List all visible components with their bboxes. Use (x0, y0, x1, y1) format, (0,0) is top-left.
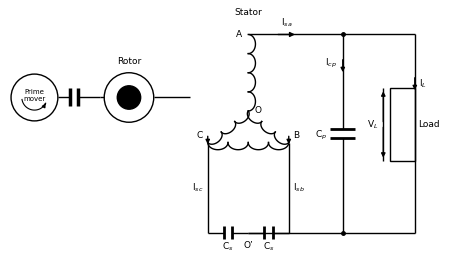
Text: I$_{cp}$: I$_{cp}$ (326, 57, 337, 70)
Text: C$_p$: C$_p$ (315, 129, 327, 142)
Text: C$_s$: C$_s$ (222, 241, 234, 253)
Text: Stator: Stator (234, 8, 262, 17)
Text: O’: O’ (243, 241, 253, 250)
Text: O: O (255, 105, 262, 115)
Text: I$_L$: I$_L$ (419, 78, 427, 90)
Text: A: A (236, 30, 242, 39)
Text: B: B (293, 131, 300, 140)
Text: V$_L$: V$_L$ (367, 118, 379, 131)
Bar (390, 88, 415, 160)
Text: I$_{sb}$: I$_{sb}$ (293, 181, 305, 194)
Text: Rotor: Rotor (117, 57, 141, 65)
Circle shape (117, 86, 141, 109)
Text: C$_s$: C$_s$ (263, 241, 274, 253)
Text: Prime
mover: Prime mover (23, 89, 46, 102)
Text: Load: Load (419, 120, 440, 129)
Text: I$_{sc}$: I$_{sc}$ (192, 181, 203, 194)
Text: C: C (197, 131, 203, 140)
Text: I$_{sa}$: I$_{sa}$ (281, 16, 292, 29)
